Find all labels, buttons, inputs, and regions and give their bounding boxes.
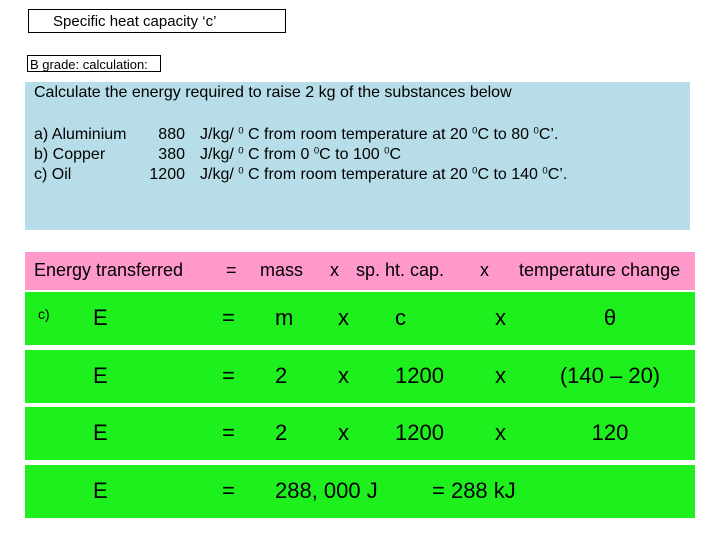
text: C’.: [538, 126, 559, 143]
working-term: θ: [603, 305, 617, 330]
grade-box: B grade: calculation:: [27, 55, 161, 72]
text: C to 140: [477, 166, 543, 183]
question-box: Calculate the energy required to raise 2…: [25, 82, 690, 230]
item-value: 380: [158, 146, 185, 163]
working-term: =: [222, 363, 235, 388]
working-term: x: [495, 363, 506, 388]
grade-label: B grade: calculation:: [30, 57, 148, 72]
formula-term: sp. ht. cap.: [356, 260, 445, 280]
working-term: x: [495, 305, 506, 330]
working-row: E = 2 x 1200 x (140 – 20): [25, 350, 695, 403]
item-value: 880: [158, 126, 185, 143]
superscript: 0: [238, 145, 244, 157]
working-term: 120: [591, 420, 629, 445]
text: C from room temperature at 20: [243, 126, 473, 143]
formula-term: temperature change: [519, 260, 681, 280]
superscript: 0: [542, 165, 548, 177]
working-term: x: [338, 420, 349, 445]
working-term: 1200: [395, 363, 444, 388]
superscript: 0: [238, 125, 244, 137]
superscript: 0: [533, 125, 539, 137]
working-term: x: [338, 363, 349, 388]
formula-term: x: [330, 260, 339, 280]
text: C to 80: [477, 126, 534, 143]
working-term: =: [222, 305, 235, 330]
item-text: J/kg/ 0 C from room temperature at 20 0C…: [200, 166, 567, 184]
working-term: m: [275, 305, 294, 330]
working-term: E: [93, 478, 108, 503]
working-term: E: [93, 363, 108, 388]
formula-term: =: [226, 260, 237, 280]
item-text: J/kg/ 0 C from 0 0C to 100 0C: [200, 146, 401, 164]
working-term: =: [222, 478, 235, 503]
formula-term: mass: [260, 260, 304, 280]
working-term: 1200: [395, 420, 444, 445]
text: C’.: [547, 166, 568, 183]
item-value: 1200: [149, 166, 185, 183]
item-text: J/kg/ 0 C from room temperature at 20 0C…: [200, 126, 558, 144]
superscript: 0: [238, 165, 244, 177]
working-term: =: [222, 420, 235, 445]
title-box: Specific heat capacity ‘c’: [28, 9, 286, 33]
formula-term: Energy transferred: [34, 260, 184, 280]
working-term: = 288 kJ: [432, 478, 516, 503]
superscript: 0: [313, 145, 320, 157]
working-term: E: [93, 305, 108, 330]
item-label: b) Copper: [34, 146, 106, 163]
text: J/kg/: [200, 146, 239, 163]
working-row: E = 288, 000 J = 288 kJ: [25, 465, 695, 518]
formula-term: x: [480, 260, 489, 280]
text: C from room temperature at 20: [243, 166, 473, 183]
working-term: x: [338, 305, 349, 330]
working-term: E: [93, 420, 108, 445]
question-text: Calculate the energy required to raise 2…: [34, 84, 512, 101]
text: C to 100: [319, 146, 385, 163]
working-row: c) E = m x c x θ: [25, 292, 695, 345]
working-term: 288, 000 J: [275, 478, 378, 503]
superscript: 0: [384, 145, 390, 157]
title: Specific heat capacity ‘c’: [53, 13, 217, 30]
working-term: x: [495, 420, 506, 445]
formula-row: Energy transferred = mass x sp. ht. cap. x tem…: [25, 252, 695, 290]
text: C: [389, 146, 401, 163]
working-term: c: [395, 305, 406, 330]
text: J/kg/: [200, 126, 239, 143]
working-term: (140 – 20): [559, 363, 661, 388]
superscript: 0: [472, 165, 478, 177]
working-term: 2: [275, 420, 288, 445]
working-term: 2: [275, 363, 288, 388]
text: C from 0: [243, 146, 314, 163]
item-label: c) Oil: [34, 166, 72, 183]
text: J/kg/: [200, 166, 239, 183]
part-label: c): [38, 306, 50, 322]
item-label: a) Aluminium: [34, 126, 127, 143]
superscript: 0: [472, 125, 478, 137]
working-row: E = 2 x 1200 x 120: [25, 407, 695, 460]
